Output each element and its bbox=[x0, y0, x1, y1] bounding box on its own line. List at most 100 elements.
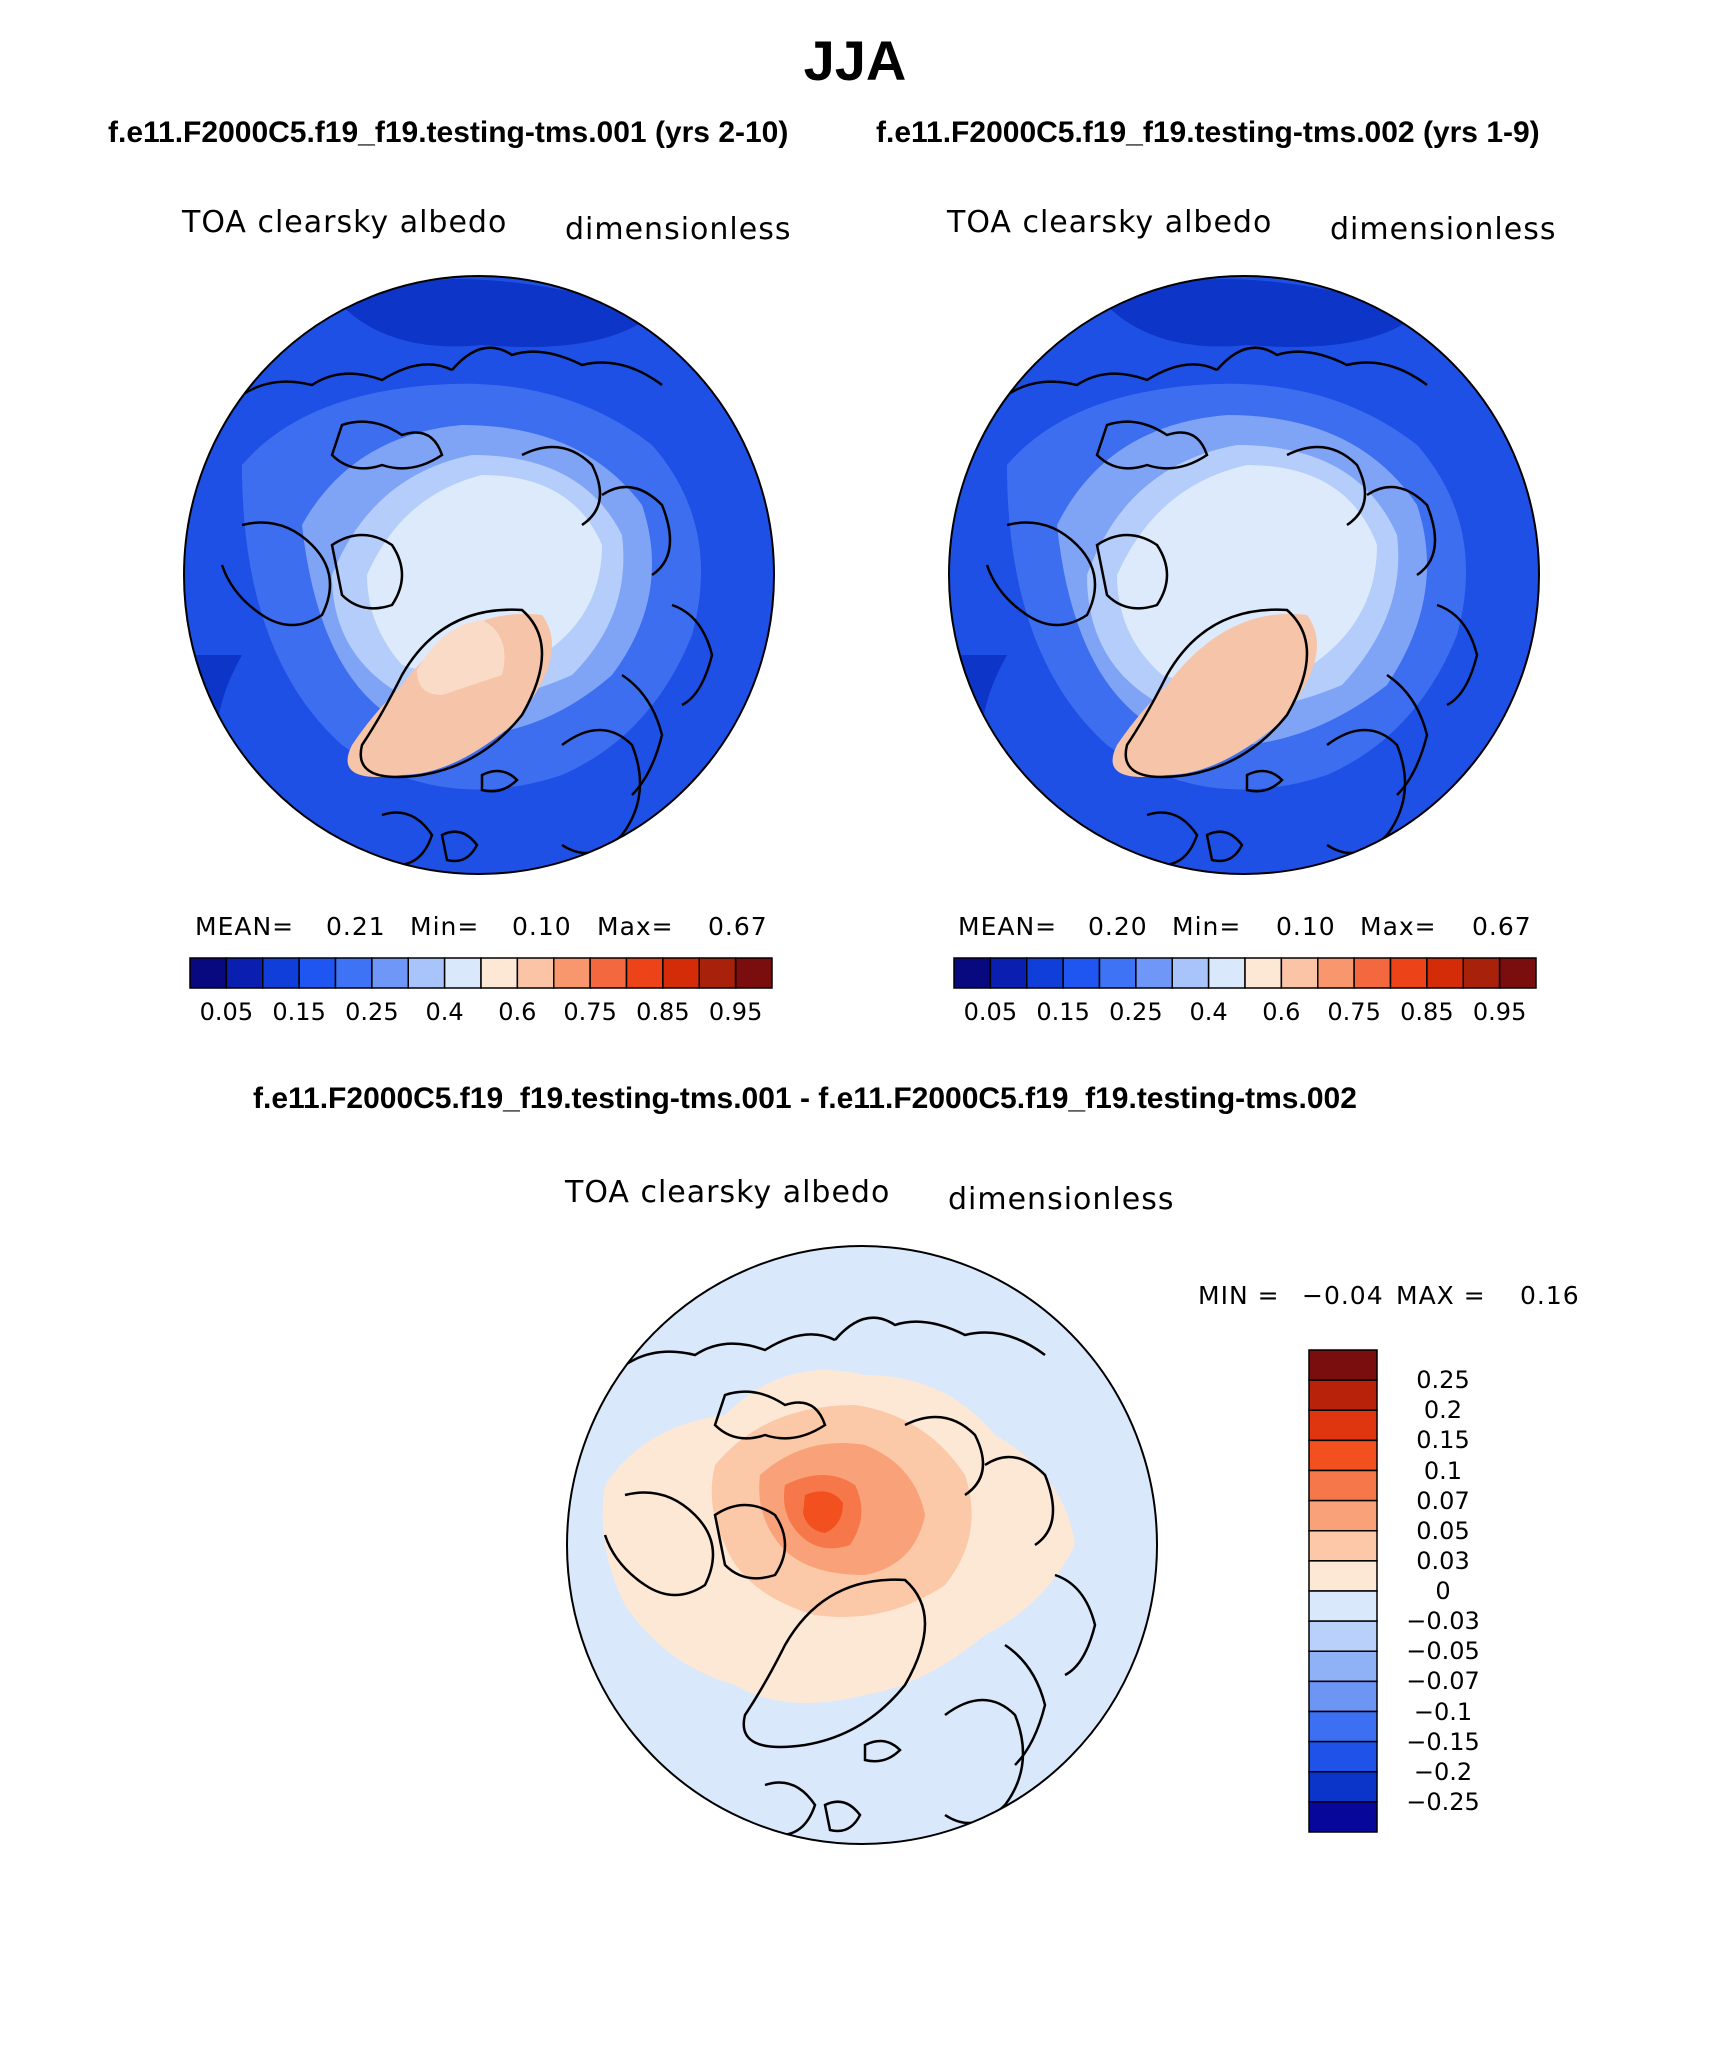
diff-colorbar-box bbox=[1308, 1771, 1378, 1803]
panel1-colorbar-box bbox=[189, 957, 228, 989]
diff-colorbar-box bbox=[1308, 1560, 1378, 1592]
panel1-colorbar-box bbox=[334, 957, 373, 989]
panel1-colorbar-tick-label: 0.05 bbox=[199, 998, 254, 1026]
diff-min-label: MIN = bbox=[1198, 1281, 1280, 1310]
panel2-colorbar-box bbox=[1280, 957, 1319, 989]
panel1-units-label: dimensionless bbox=[565, 212, 792, 247]
panel2-colorbar-box bbox=[1026, 957, 1064, 989]
panel1-colorbar-box bbox=[225, 957, 264, 989]
panel1-colorbar-box bbox=[371, 957, 409, 989]
panel1-colorbar-box bbox=[553, 957, 591, 989]
panel1-colorbar-tick-label: 0.25 bbox=[345, 998, 399, 1026]
diff-colorbar-tick-label: −0.1 bbox=[1413, 1697, 1473, 1726]
difference-title: f.e11.F2000C5.f19_f19.testing-tms.001 - … bbox=[253, 1082, 1357, 1115]
diff-colorbar-tick-label: 0.1 bbox=[1423, 1456, 1463, 1485]
diff-colorbar-tick-label: 0.03 bbox=[1416, 1546, 1470, 1575]
panel2-colorbar-box bbox=[1426, 957, 1464, 989]
diff-colorbar-tick-label: 0.2 bbox=[1423, 1396, 1463, 1425]
panel2-max-value: 0.67 bbox=[1472, 912, 1532, 941]
panel1-colorbar-box bbox=[516, 957, 555, 989]
panel2-colorbar-box bbox=[1171, 957, 1210, 989]
diff-colorbar-tick-label: −0.05 bbox=[1406, 1637, 1480, 1666]
panel1-colorbar-ticks: 0.05 0.15 0.25 0.4 0.6 0.75 0.85 0.95 bbox=[190, 998, 772, 1030]
diff-colorbar-box bbox=[1308, 1379, 1378, 1411]
panel2-colorbar-tick-label: 0.25 bbox=[1109, 998, 1163, 1026]
panel1-colorbar-tick-label: 0.15 bbox=[272, 998, 326, 1026]
panel2-units-label: dimensionless bbox=[1330, 212, 1557, 247]
panel1-colorbar bbox=[189, 957, 773, 989]
panel2-colorbar-box bbox=[1135, 957, 1173, 989]
panel1-colorbar-box bbox=[734, 957, 773, 989]
panel1-colorbar-box bbox=[262, 957, 300, 989]
diff-colorbar-box bbox=[1308, 1590, 1378, 1622]
panel2-colorbar-box bbox=[1244, 957, 1283, 989]
panel2-colorbar-box bbox=[1353, 957, 1392, 989]
panel1-colorbar-tick-label: 0.6 bbox=[498, 998, 537, 1026]
panel1-colorbar-box bbox=[407, 957, 446, 989]
panel1-colorbar-tick-label: 0.4 bbox=[425, 998, 464, 1026]
diff-colorbar-tick-label: 0.05 bbox=[1416, 1516, 1470, 1545]
panel2-colorbar-box bbox=[989, 957, 1028, 989]
panel2-colorbar bbox=[953, 957, 1537, 989]
panel2-colorbar-tick-label: 0.15 bbox=[1036, 998, 1090, 1026]
panel2-max-label: Max= bbox=[1360, 912, 1437, 941]
diff-max-label: MAX = bbox=[1396, 1281, 1486, 1310]
panel1-colorbar-box bbox=[625, 957, 664, 989]
page-title: JJA bbox=[803, 29, 907, 92]
panel1-polar-map bbox=[183, 275, 775, 875]
panel2-polar-map bbox=[948, 275, 1540, 875]
panel2-colorbar-tick-label: 0.4 bbox=[1189, 998, 1228, 1026]
panel2-colorbar-tick-label: 0.05 bbox=[963, 998, 1018, 1026]
diff-colorbar-tick-label: 0.07 bbox=[1416, 1486, 1470, 1515]
panel2-colorbar-box bbox=[1498, 957, 1537, 989]
subtitle-case-002: f.e11.F2000C5.f19_f19.testing-tms.002 (y… bbox=[876, 116, 1540, 149]
diff-colorbar-box bbox=[1308, 1801, 1378, 1833]
panel2-colorbar-box bbox=[1389, 957, 1428, 989]
panel1-colorbar-box bbox=[698, 957, 737, 989]
diff-colorbar-box bbox=[1308, 1740, 1378, 1773]
panel2-mean-value: 0.20 bbox=[1088, 912, 1148, 941]
panel2-colorbar-box bbox=[1098, 957, 1137, 989]
diff-colorbar-tick-label: −0.07 bbox=[1406, 1667, 1480, 1696]
diff-colorbar-box bbox=[1308, 1650, 1378, 1683]
diff-min-value: −0.04 bbox=[1302, 1281, 1384, 1310]
panel1-colorbar-box bbox=[662, 957, 700, 989]
panel1-min-value: 0.10 bbox=[512, 912, 572, 941]
panel2-colorbar-box bbox=[953, 957, 992, 989]
panel2-colorbar-tick-label: 0.85 bbox=[1400, 998, 1454, 1026]
diff-colorbar bbox=[1308, 1349, 1378, 1833]
panel1-colorbar-tick-label: 0.95 bbox=[708, 998, 763, 1026]
panel1-variable-label: TOA clearsky albedo bbox=[182, 205, 508, 240]
panel2-mean-label: MEAN= bbox=[958, 912, 1058, 941]
diff-colorbar-box bbox=[1308, 1710, 1378, 1743]
panel2-colorbar-box bbox=[1462, 957, 1501, 989]
diff-colorbar-box bbox=[1308, 1349, 1378, 1381]
panel2-colorbar-tick-label: 0.75 bbox=[1327, 998, 1381, 1026]
diff-colorbar-box bbox=[1308, 1530, 1378, 1562]
panel2-colorbar-tick-label: 0.95 bbox=[1472, 998, 1527, 1026]
diff-colorbar-box bbox=[1308, 1499, 1378, 1532]
diff-colorbar-box bbox=[1308, 1469, 1378, 1502]
panel1-colorbar-tick-label: 0.85 bbox=[636, 998, 690, 1026]
panel1-max-label: Max= bbox=[597, 912, 674, 941]
panel2-colorbar-box bbox=[1062, 957, 1101, 989]
panel2-min-value: 0.10 bbox=[1276, 912, 1336, 941]
panel1-colorbar-box bbox=[589, 957, 628, 989]
diff-max-value: 0.16 bbox=[1520, 1281, 1580, 1310]
panel2-min-label: Min= bbox=[1172, 912, 1242, 941]
diff-colorbar-tick-label: −0.15 bbox=[1406, 1727, 1480, 1756]
panel1-min-label: Min= bbox=[410, 912, 480, 941]
diff-colorbar-tick-label: 0.15 bbox=[1416, 1426, 1470, 1455]
panel1-max-value: 0.67 bbox=[708, 912, 768, 941]
diff-colorbar-tick-label: 0 bbox=[1435, 1577, 1451, 1605]
diff-colorbar-box bbox=[1308, 1680, 1378, 1713]
panel1-colorbar-box bbox=[443, 957, 482, 989]
panel2-colorbar-ticks: 0.05 0.15 0.25 0.4 0.6 0.75 0.85 0.95 bbox=[954, 998, 1536, 1030]
panel1-colorbar-box bbox=[298, 957, 337, 989]
diff-units-label: dimensionless bbox=[948, 1182, 1175, 1217]
diff-polar-map bbox=[566, 1245, 1158, 1845]
diff-colorbar-tick-label: −0.03 bbox=[1406, 1607, 1480, 1636]
panel2-colorbar-tick-label: 0.6 bbox=[1262, 998, 1301, 1026]
diff-colorbar-ticks: 0.25 0.2 0.15 0.1 0.07 0.05 0.03 0 −0.03 −0.05 −0.… bbox=[1388, 1350, 1528, 1832]
panel1-mean-value: 0.21 bbox=[326, 912, 386, 941]
